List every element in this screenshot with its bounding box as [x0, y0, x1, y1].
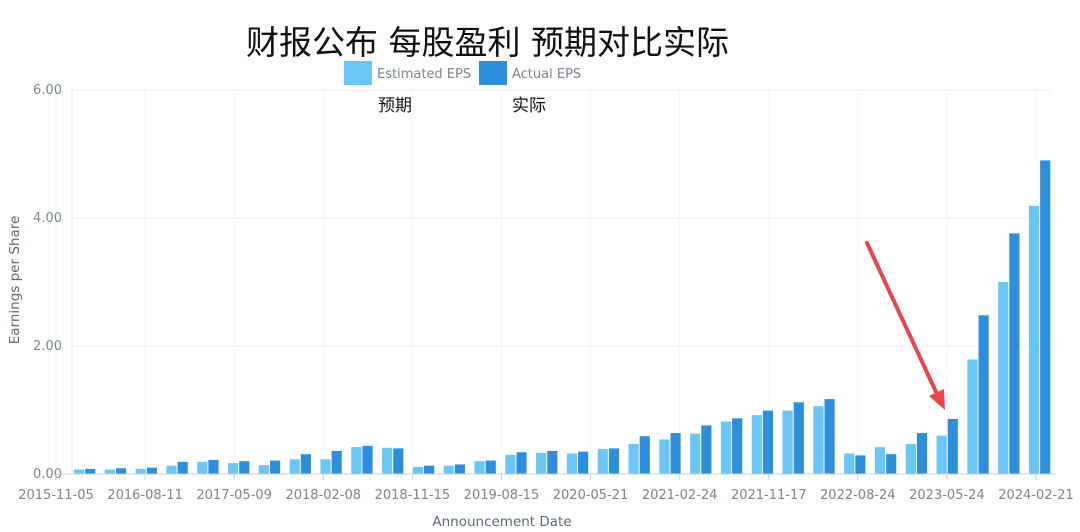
estimated-eps-bar[interactable] — [967, 359, 978, 474]
actual-eps-bar[interactable] — [1040, 160, 1051, 474]
actual-eps-bar[interactable] — [762, 410, 774, 474]
actual-eps-bar[interactable] — [146, 467, 157, 474]
actual-eps-bar[interactable] — [701, 425, 712, 474]
x-tick-label: 2022-08-24 — [820, 488, 896, 503]
legend-label[interactable]: Estimated EPS — [377, 67, 471, 82]
estimated-eps-bar[interactable] — [289, 459, 300, 474]
estimated-eps-bar[interactable] — [443, 465, 454, 474]
estimated-eps-bar[interactable] — [412, 466, 424, 474]
actual-eps-bar[interactable] — [208, 459, 219, 474]
x-tick-label: 2020-05-21 — [553, 488, 629, 503]
estimated-eps-bar[interactable] — [351, 447, 362, 474]
x-tick-label: 2018-11-15 — [375, 488, 451, 503]
x-tick-label: 2015-11-05 — [18, 488, 94, 503]
actual-eps-bar[interactable] — [362, 445, 373, 474]
actual-eps-bar[interactable] — [947, 418, 958, 474]
actual-eps-bar[interactable] — [393, 448, 404, 474]
estimated-eps-bar[interactable] — [566, 453, 578, 474]
actual-eps-bar[interactable] — [516, 452, 527, 474]
estimated-eps-bar[interactable] — [505, 454, 516, 474]
actual-eps-bar[interactable] — [547, 450, 558, 474]
legend-swatch[interactable] — [344, 61, 372, 85]
actual-eps-bar[interactable] — [270, 460, 281, 474]
legend: Estimated EPS Actual EPS — [344, 61, 581, 85]
x-axis-title: Announcement Date — [432, 514, 571, 530]
actual-annotation: 实际 — [512, 96, 546, 116]
y-tick-label: 0.00 — [33, 467, 62, 482]
estimated-eps-bar[interactable] — [320, 459, 331, 474]
estimated-eps-bar[interactable] — [104, 469, 115, 474]
x-tick-label: 2018-02-08 — [285, 488, 361, 503]
actual-eps-bar[interactable] — [824, 399, 835, 474]
legend-swatch[interactable] — [479, 61, 507, 85]
x-tick-label: 2021-11-17 — [731, 488, 807, 503]
estimated-eps-bar[interactable] — [720, 421, 732, 474]
estimated-eps-bar[interactable] — [1028, 205, 1040, 474]
actual-eps-bar[interactable] — [485, 460, 496, 474]
estimated-eps-bar[interactable] — [659, 439, 670, 474]
estimated-eps-bar[interactable] — [258, 465, 269, 474]
estimated-eps-bar[interactable] — [874, 447, 886, 474]
estimated-eps-bar[interactable] — [474, 461, 485, 474]
actual-eps-bar[interactable] — [886, 454, 897, 474]
actual-eps-bar[interactable] — [670, 433, 681, 474]
x-tick-label: 2017-05-09 — [196, 488, 272, 503]
actual-eps-bar[interactable] — [454, 464, 465, 474]
estimated-eps-bar[interactable] — [690, 433, 701, 474]
estimated-eps-bar[interactable] — [74, 469, 85, 474]
x-tick-label: 2019-08-15 — [464, 488, 540, 503]
estimated-eps-bar[interactable] — [228, 463, 239, 474]
y-tick-label: 2.00 — [33, 339, 62, 354]
red-arrow-head — [929, 389, 945, 410]
bars — [74, 160, 1051, 474]
x-tick-label: 2023-05-24 — [909, 488, 985, 503]
actual-eps-bar[interactable] — [608, 448, 620, 474]
actual-eps-bar[interactable] — [331, 450, 342, 474]
actual-eps-bar[interactable] — [793, 402, 804, 474]
actual-eps-bar[interactable] — [300, 454, 311, 474]
actual-eps-bar[interactable] — [177, 461, 188, 474]
estimated-eps-bar[interactable] — [751, 415, 762, 474]
actual-eps-bar[interactable] — [85, 468, 96, 474]
estimated-eps-bar[interactable] — [844, 453, 855, 474]
estimated-eps-bar[interactable] — [813, 406, 824, 474]
axes: 0.00 2.00 4.00 6.00 2015-11-05 2016-08-11 2017… — [7, 83, 1074, 530]
estimated-eps-bar[interactable] — [166, 465, 177, 474]
actual-eps-bar[interactable] — [1009, 233, 1020, 474]
actual-eps-bar[interactable] — [978, 315, 989, 474]
x-tick-label: 2021-02-24 — [642, 488, 718, 503]
actual-eps-bar[interactable] — [239, 461, 250, 474]
actual-eps-bar[interactable] — [732, 418, 743, 474]
x-tick-label: 2024-02-21 — [998, 488, 1074, 503]
estimated-eps-bar[interactable] — [936, 435, 947, 474]
y-tick-label: 6.00 — [33, 83, 62, 98]
estimated-eps-bar[interactable] — [628, 443, 639, 474]
estimated-eps-bar[interactable] — [382, 447, 393, 474]
actual-eps-bar[interactable] — [424, 465, 435, 474]
y-axis-title: Earnings per Share — [7, 216, 23, 345]
actual-eps-bar[interactable] — [916, 433, 928, 474]
estimated-eps-bar[interactable] — [782, 410, 793, 474]
actual-eps-bar[interactable] — [855, 455, 866, 474]
estimated-eps-bar[interactable] — [998, 282, 1009, 474]
annotations: 预期 实际 — [378, 96, 945, 410]
estimated-eps-bar[interactable] — [905, 443, 916, 474]
estimated-annotation: 预期 — [378, 96, 412, 116]
estimated-eps-bar[interactable] — [536, 452, 547, 474]
chart-title: 财报公布 每股盈利 预期对比实际 — [246, 23, 729, 62]
x-tick-label: 2016-08-11 — [107, 488, 183, 503]
actual-eps-bar[interactable] — [578, 451, 589, 474]
legend-label[interactable]: Actual EPS — [512, 67, 581, 82]
red-arrow-shaft — [865, 241, 939, 396]
estimated-eps-bar[interactable] — [597, 449, 608, 474]
actual-eps-bar[interactable] — [115, 468, 127, 474]
actual-eps-bar[interactable] — [639, 436, 650, 474]
estimated-eps-bar[interactable] — [197, 461, 208, 474]
estimated-eps-bar[interactable] — [135, 468, 146, 474]
y-tick-label: 4.00 — [33, 211, 62, 226]
gridlines — [55, 89, 1052, 474]
